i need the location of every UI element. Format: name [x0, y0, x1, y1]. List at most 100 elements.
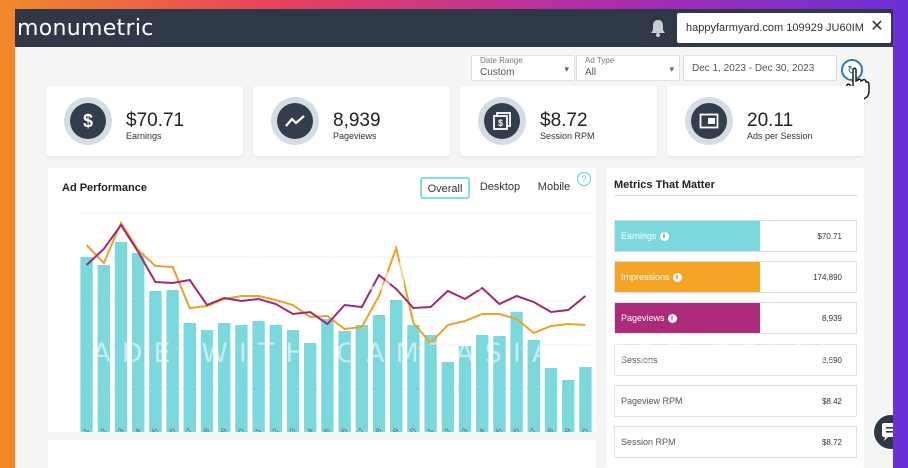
chart-bar[interactable]	[544, 368, 558, 432]
tab-desktop[interactable]: Desktop	[479, 181, 521, 193]
kpi-value: 20.11	[747, 110, 794, 131]
refresh-button[interactable]: ↻	[841, 59, 863, 81]
chart-bar[interactable]	[579, 367, 592, 432]
ad-type-select[interactable]: Ad Type All ▾	[576, 55, 680, 81]
chart-series-line-2	[85, 223, 587, 326]
metric-value: $8.72	[821, 438, 842, 447]
chart-bar[interactable]	[458, 346, 472, 432]
x-tick-label: Dec 01	[72, 426, 92, 432]
x-tick-label: Dec 15	[312, 426, 332, 432]
chart-bar[interactable]	[286, 330, 300, 432]
monumetric-logo[interactable]: monumetric	[17, 15, 154, 41]
chat-bubble-icon	[882, 423, 893, 441]
watermark-brand: TechSmith	[240, 243, 517, 303]
ad-performance-panel: Dec 01Dec 02Dec 03Dec 04Dec 05Dec 06Dec …	[48, 168, 596, 432]
kpi-value: 8,939	[333, 110, 381, 131]
chart-bar[interactable]	[562, 380, 575, 432]
metric-row-impressions[interactable]: Impressions i 174,890	[614, 261, 857, 293]
date-range-select[interactable]: Date Range Custom ▾	[471, 55, 575, 81]
chat-button[interactable]	[872, 413, 893, 451]
chart-bar[interactable]	[510, 312, 523, 432]
info-icon[interactable]: i	[672, 273, 682, 282]
site-selector[interactable]: happyfarmyard.com 109929 JU60IM ✕	[677, 13, 891, 43]
ad-type-label: Ad Type	[585, 56, 615, 65]
metric-fill-bar	[615, 303, 760, 333]
date-range-label: Date Range	[480, 56, 523, 65]
chart-bar[interactable]	[97, 265, 110, 432]
metric-row-session-rpm[interactable]: Session RPM $8.72	[614, 426, 857, 458]
x-tick-label: Dec 06	[158, 426, 178, 432]
x-tick-label: Dec 28	[536, 426, 556, 432]
metric-name: Session RPM	[621, 437, 676, 447]
chart-bar[interactable]	[235, 325, 248, 432]
chart-bar[interactable]	[321, 319, 334, 432]
chart-bar[interactable]	[355, 325, 368, 432]
kpi-value: $8.72	[540, 110, 588, 131]
bell-icon[interactable]	[649, 18, 667, 38]
kpi-earnings: $ $70.71 Earnings	[46, 86, 243, 156]
chevron-down-icon: ▾	[564, 64, 569, 74]
chart-bar[interactable]	[338, 331, 351, 432]
chart-bar[interactable]	[218, 323, 231, 432]
chart-bar[interactable]	[407, 325, 420, 432]
chart-bar[interactable]	[200, 330, 214, 432]
x-tick-label: Dec 24	[467, 426, 487, 432]
chart-bar[interactable]	[527, 340, 540, 432]
chart-bar[interactable]	[269, 325, 282, 432]
metric-row-sessions[interactable]: Sessions 8,690	[614, 344, 857, 376]
x-tick-label: Dec 16	[330, 426, 350, 432]
chart-bar[interactable]	[493, 336, 506, 432]
chart-bar[interactable]	[390, 300, 403, 432]
x-tick-label: Dec 29	[553, 426, 573, 432]
chart-bar[interactable]	[476, 335, 489, 432]
chart-bar[interactable]	[183, 323, 196, 432]
ad-type-value: All	[585, 67, 597, 78]
metric-name: Pageview RPM	[621, 396, 683, 406]
kpi-session-rpm: $ $8.72 Session RPM	[460, 86, 657, 156]
chart-bar[interactable]	[252, 321, 265, 432]
metric-fill-bar	[615, 221, 760, 251]
metric-row-earnings[interactable]: Earnings i $70.71	[614, 220, 857, 252]
x-tick-label: Dec 14	[295, 426, 315, 432]
x-tick-label: Dec 25	[484, 426, 504, 432]
x-tick-label: Dec 05	[140, 426, 160, 432]
x-tick-label: Dec 20	[398, 426, 418, 432]
x-tick-label: Dec 09	[209, 426, 229, 432]
next-panel-edge	[48, 440, 596, 468]
metric-value: 8,690	[821, 356, 842, 365]
chart-bar[interactable]	[424, 335, 437, 432]
chart-bar[interactable]	[114, 242, 128, 432]
chart-bar[interactable]	[132, 253, 145, 432]
ad-performance-chart: Dec 01Dec 02Dec 03Dec 04Dec 05Dec 06Dec …	[72, 212, 594, 432]
info-icon[interactable]: i	[667, 314, 677, 323]
info-icon[interactable]: i	[659, 232, 669, 241]
kpi-label: Session RPM	[540, 131, 595, 141]
date-span-value: Dec 1, 2023 - Dec 30, 2023	[692, 63, 815, 74]
chart-bar[interactable]	[80, 257, 93, 432]
metric-row-pageview-rpm[interactable]: Pageview RPM $8.42	[614, 385, 857, 417]
tab-mobile[interactable]: Mobile	[537, 181, 571, 193]
chart-bar[interactable]	[372, 315, 386, 432]
metric-row-pageviews[interactable]: Pageviews i 8,939	[614, 302, 857, 334]
svg-text:$: $	[498, 118, 503, 128]
help-icon[interactable]: ?	[577, 172, 591, 186]
x-tick-label: Dec 27	[519, 426, 539, 432]
watermark-notice: MADE WITH CAMTASIA FREE TRIAL	[58, 338, 845, 369]
close-icon[interactable]: ✕	[870, 18, 884, 35]
chart-bar[interactable]	[441, 362, 454, 432]
tab-overall[interactable]: Overall	[420, 177, 470, 199]
dollar-icon: $	[70, 103, 106, 139]
x-tick-label: Dec 04	[123, 426, 143, 432]
panel-title: Ad Performance	[62, 182, 147, 194]
kpi-pageviews: 8,939 Pageviews	[253, 86, 450, 156]
chart-bar[interactable]	[304, 343, 317, 432]
date-span-input[interactable]: Dec 1, 2023 - Dec 30, 2023	[683, 55, 837, 81]
metric-name: Sessions	[621, 355, 658, 365]
chevron-down-icon: ▾	[669, 64, 674, 74]
metrics-panel: Metrics That Matter Earnings i $70.71 Impre…	[606, 168, 864, 468]
chart-bar[interactable]	[166, 290, 179, 432]
site-selector-value: happyfarmyard.com 109929 JU60IM	[686, 22, 864, 34]
metric-fill-bar	[615, 262, 760, 292]
kpi-label: Pageviews	[333, 131, 377, 141]
chart-bar[interactable]	[149, 291, 162, 432]
